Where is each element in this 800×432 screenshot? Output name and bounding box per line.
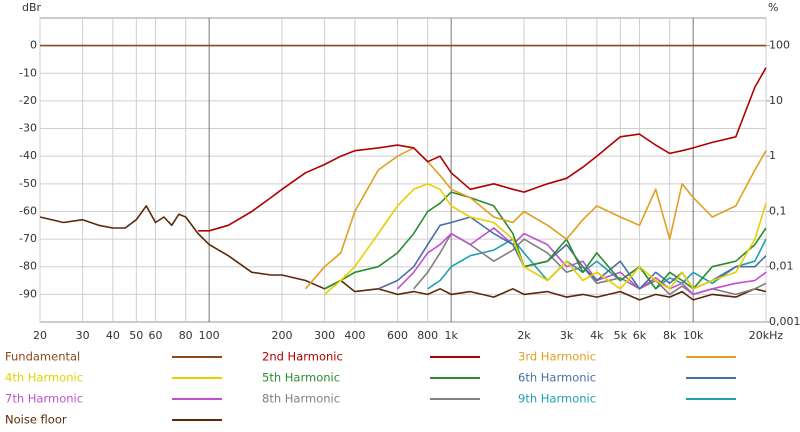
series-line (304, 147, 767, 290)
x-tick-label: 30 (76, 329, 90, 342)
x-tick-label: 1k (444, 329, 458, 342)
legend-label: Noise floor (5, 413, 67, 427)
y-tick-label: 0 (30, 39, 37, 52)
x-tick-label: 60 (148, 329, 162, 342)
y-tick-label: -70 (19, 232, 37, 245)
y-tick-label: -50 (19, 177, 37, 190)
legend-label: 3rd Harmonic (518, 350, 596, 364)
y2-tick-label: 1 (769, 149, 776, 162)
legend-label: Fundamental (5, 350, 80, 364)
legend-label: 9th Harmonic (518, 392, 596, 406)
x-tick-label: 4k (590, 329, 604, 342)
x-tick-label: 40 (106, 329, 120, 342)
y-tick-label: -90 (19, 287, 37, 300)
y2-tick-label: 0,001 (769, 315, 800, 328)
y2-tick-label: 0,1 (769, 204, 787, 217)
series-line (427, 238, 767, 290)
x-tick-label: 200 (272, 329, 293, 342)
x-tick-label: 300 (314, 329, 335, 342)
series-line (324, 183, 767, 296)
x-tick-label: 600 (387, 329, 408, 342)
x-tick-label: 50 (129, 329, 143, 342)
series-line (324, 191, 767, 290)
series-line (198, 67, 767, 232)
legend-label: 5th Harmonic (262, 371, 340, 385)
y-tick-label: -30 (19, 122, 37, 135)
x-tick-label: 400 (344, 329, 365, 342)
y-tick-label: -20 (19, 94, 37, 107)
legend-label: 8th Harmonic (262, 392, 340, 406)
x-tick-label: 10k (683, 329, 704, 342)
y-tick-label: -60 (19, 204, 37, 217)
y2-tick-label: 100 (769, 39, 790, 52)
legend-label: 2nd Harmonic (262, 350, 343, 364)
x-tick-label: 800 (417, 329, 438, 342)
x-tick-label: 20kHz (749, 329, 784, 342)
series-line (396, 227, 767, 296)
x-tick-label: 5k (614, 329, 628, 342)
y-tick-label: -10 (19, 66, 37, 79)
y-tick-label: -40 (19, 149, 37, 162)
legend-label: 7th Harmonic (5, 392, 83, 406)
legend-label: 6th Harmonic (518, 371, 596, 385)
x-tick-label: 20 (33, 329, 47, 342)
y-axis-label: dBr (22, 1, 42, 14)
y2-tick-label: 0,01 (769, 260, 794, 273)
y2-axis-label: % (768, 1, 778, 14)
x-tick-label: 2k (517, 329, 531, 342)
x-tick-label: 3k (560, 329, 574, 342)
x-tick-label: 80 (179, 329, 193, 342)
y2-tick-label: 10 (769, 94, 783, 107)
x-tick-label: 100 (199, 329, 220, 342)
x-tick-label: 6k (633, 329, 647, 342)
y-tick-label: -80 (19, 260, 37, 273)
legend-label: 4th Harmonic (5, 371, 83, 385)
x-tick-label: 8k (663, 329, 677, 342)
